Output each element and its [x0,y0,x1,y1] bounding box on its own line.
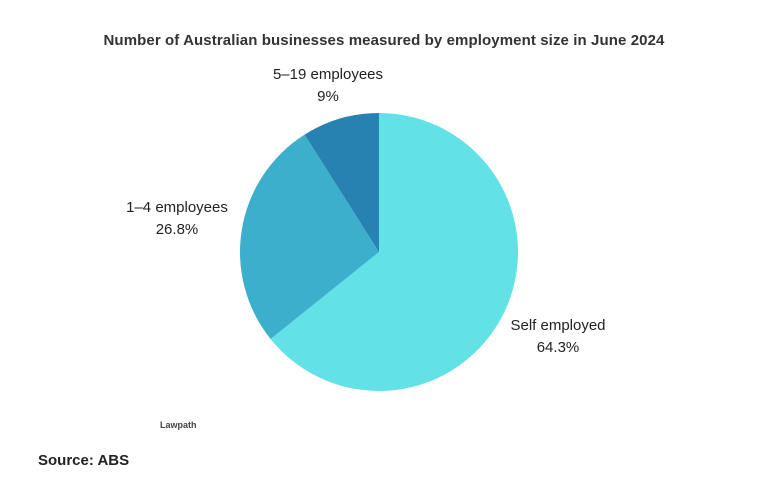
slice-label-5-19-employees: 5–19 employees 9% [258,64,398,108]
slice-label-name: 5–19 employees [272,66,384,83]
pie-slice-1-4-employees [239,134,379,340]
slice-label-self-employed: Self employed 64.3% [490,315,626,359]
slice-label-name: Self employed [510,317,606,334]
source-note: Source: ABS [38,452,130,469]
slice-label-1-4-employees: 1–4 employees 26.8% [112,197,242,241]
slice-label-value: 9% [317,88,339,105]
slice-label-value: 26.8% [155,221,199,238]
pie-slice-5-19-employees [304,113,379,252]
chart-title: Number of Australian businesses measured… [103,32,665,49]
slice-label-value: 64.3% [536,339,580,356]
slice-label-name: 1–4 employees [126,199,228,216]
pie-slices [239,113,518,391]
pie-slice-self-employed [270,113,518,391]
watermark-text: Lawpath [160,420,197,430]
